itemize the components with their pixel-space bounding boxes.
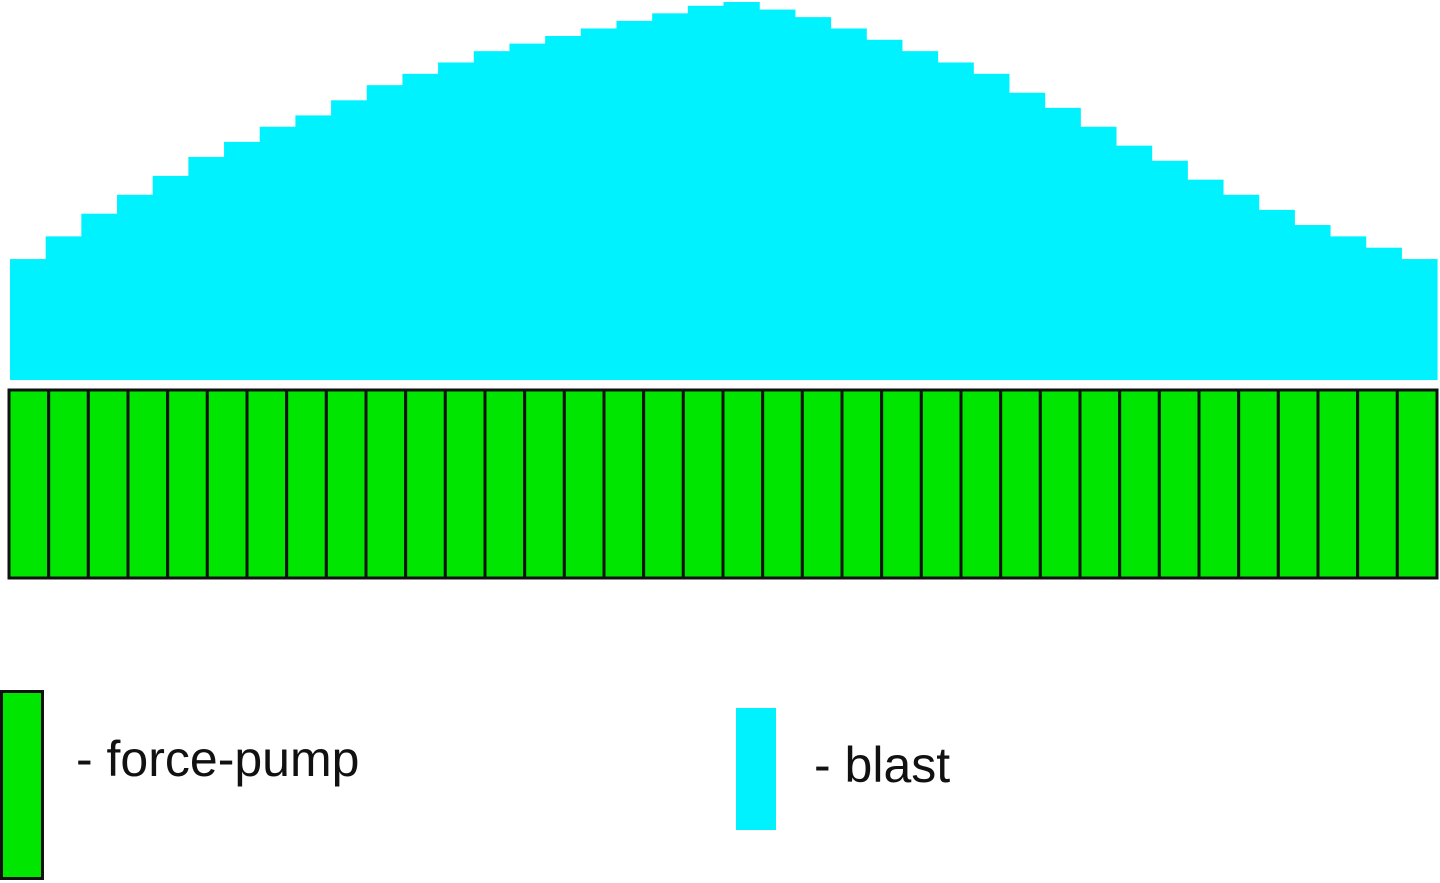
force-pump-cell: [642, 388, 685, 580]
blast-bar: [402, 73, 439, 380]
blast-bar: [1080, 126, 1117, 381]
force-pump-cell: [1276, 388, 1320, 580]
force-pump-cell: [959, 388, 1003, 580]
force-pump-cell: [1237, 388, 1280, 580]
blast-profile: [10, 2, 1438, 381]
blast-bar: [366, 85, 404, 380]
force-pump-cell: [205, 388, 249, 580]
force-pump-cell: [483, 388, 527, 580]
force-pump-cell: [126, 388, 170, 580]
force-pump-cell: [166, 388, 209, 580]
blast-bar: [723, 2, 760, 380]
blast-bar: [901, 51, 939, 380]
blast-bar: [652, 13, 689, 381]
blast-bar: [438, 62, 475, 380]
force-pump-cell: [721, 388, 765, 580]
blast-bar: [10, 259, 47, 380]
blast-bar: [794, 17, 832, 381]
force-pump-cell: [880, 388, 923, 580]
blast-bar: [81, 213, 118, 380]
blast-bar: [1401, 259, 1438, 380]
blast-bar: [188, 156, 225, 380]
force-pump-cell: [1395, 388, 1439, 580]
blast-bar: [616, 20, 653, 381]
force-pump-cell: [919, 388, 963, 580]
blast-bar: [152, 175, 189, 380]
force-pump-cell: [840, 388, 884, 580]
blast-bar: [1365, 247, 1402, 380]
blast-bar: [866, 39, 903, 381]
blast-bar: [759, 9, 796, 381]
force-pump-cell: [1316, 388, 1360, 580]
force-pump-legend-swatch: [0, 690, 44, 880]
blast-bar: [1222, 194, 1260, 380]
force-pump-cell: [364, 388, 408, 580]
force-pump-cell: [562, 388, 606, 580]
blast-bar: [473, 51, 511, 380]
force-pump-cell: [681, 388, 725, 580]
blast-bar: [331, 100, 368, 380]
blast-bar: [259, 126, 296, 381]
blast-bar: [1044, 107, 1081, 380]
blast-bar: [45, 236, 82, 380]
blast-bar: [1329, 236, 1367, 380]
force-pump-cell: [523, 388, 566, 580]
blast-bar: [509, 43, 546, 380]
blast-bar: [580, 28, 618, 381]
blast-bar: [1008, 92, 1046, 380]
force-pump-cell: [245, 388, 289, 580]
force-pump-row: [7, 388, 1439, 580]
force-pump-cell: [602, 388, 646, 580]
force-pump-cell: [7, 388, 51, 580]
blast-bar: [1115, 145, 1153, 380]
force-pump-cell: [999, 388, 1042, 580]
force-pump-cell: [1157, 388, 1201, 580]
blast-bar: [117, 194, 154, 380]
force-pump-cell: [47, 388, 90, 580]
force-pump-cell: [285, 388, 328, 580]
force-pump-cell: [761, 388, 804, 580]
blast-legend-label: - blast: [814, 737, 951, 793]
blast-bar: [1258, 209, 1295, 380]
force-pump-cell: [86, 388, 130, 580]
blast-bar: [1294, 225, 1331, 380]
blast-bar: [224, 141, 261, 380]
force-pump-cell: [324, 388, 368, 580]
blast-bar: [545, 36, 582, 381]
force-pump-cell: [1356, 388, 1399, 580]
force-pump-legend-label: - force-pump: [76, 731, 360, 787]
force-pump-cell: [1197, 388, 1241, 580]
blast-bar: [295, 115, 332, 381]
force-pump-cell: [1078, 388, 1122, 580]
force-pump-cell: [404, 388, 447, 580]
blast-bar: [1187, 179, 1224, 380]
blast-bar: [1151, 160, 1188, 380]
force-pump-cell: [1118, 388, 1161, 580]
blast-bar: [687, 5, 725, 381]
force-pump-cell: [800, 388, 844, 580]
blast-legend-swatch: [736, 708, 776, 830]
force-pump-cell: [443, 388, 487, 580]
force-pump-cell: [1038, 388, 1082, 580]
blast-bar: [830, 28, 867, 381]
blast-bar: [937, 62, 974, 380]
blast-bar: [973, 73, 1010, 380]
